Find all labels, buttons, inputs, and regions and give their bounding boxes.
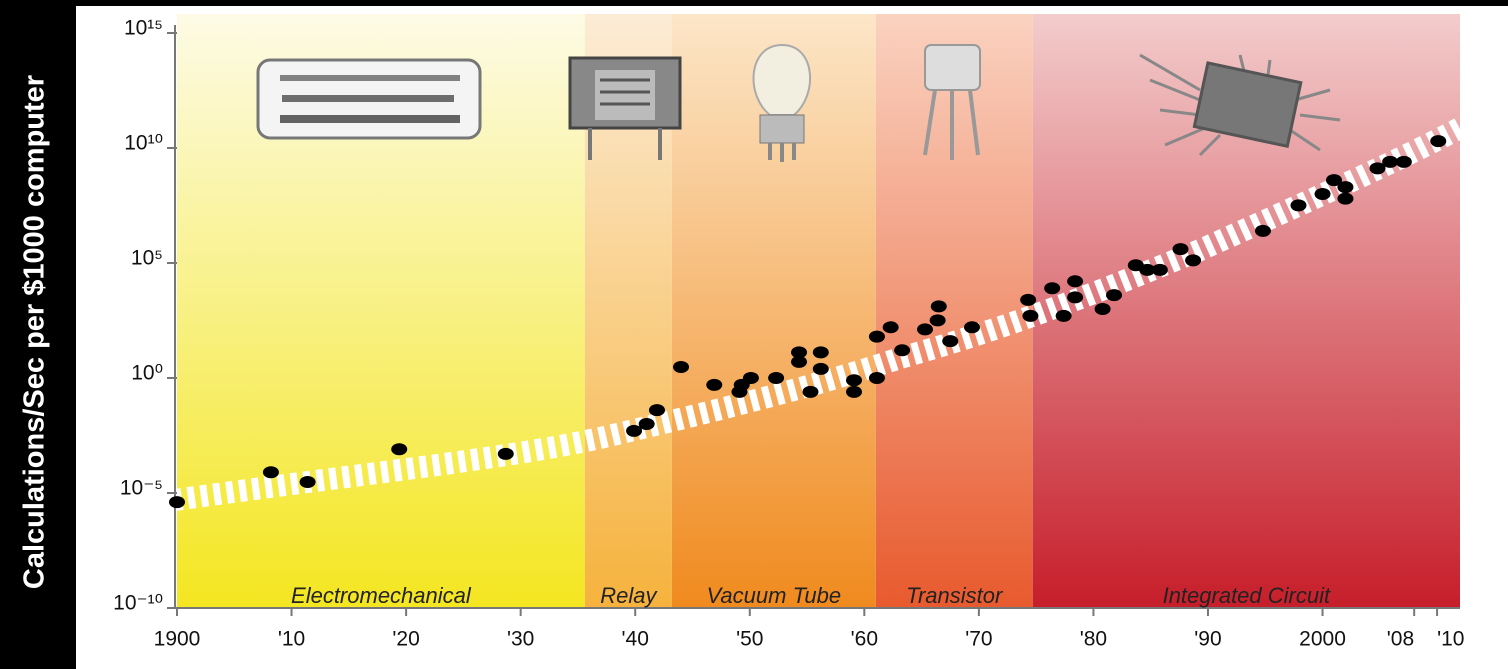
data-point — [391, 443, 407, 455]
data-point — [1382, 156, 1398, 168]
data-point — [768, 372, 784, 384]
data-point — [263, 466, 279, 478]
x-tick-label: '60 — [851, 628, 878, 651]
data-point — [869, 372, 885, 384]
data-point — [1172, 243, 1188, 255]
data-point — [1095, 303, 1111, 315]
y-tick-label: 10¹⁰ — [124, 132, 163, 155]
data-point — [1067, 291, 1083, 303]
y-tick-label: 10⁻¹⁰ — [113, 592, 163, 615]
x-tick-label: '40 — [622, 628, 649, 651]
y-axis-label: Calculations/Sec per $1000 computer — [19, 75, 51, 589]
data-point — [1106, 289, 1122, 301]
data-point — [791, 356, 807, 368]
data-point — [1337, 193, 1353, 205]
x-tick-label: 2000 — [1299, 628, 1346, 651]
data-point — [917, 323, 933, 335]
y-tick-label: 10⁰ — [131, 362, 163, 385]
data-point — [942, 335, 958, 347]
data-point — [1337, 181, 1353, 193]
data-point — [1152, 264, 1168, 276]
x-tick-label: '10 — [1437, 628, 1464, 651]
era-label: Relay — [600, 583, 658, 608]
data-point — [931, 300, 947, 312]
data-point — [743, 372, 759, 384]
data-point — [1056, 310, 1072, 322]
data-point — [1044, 282, 1060, 294]
y-tick-label: 10⁻⁵ — [120, 477, 163, 500]
data-point — [964, 321, 980, 333]
era-labels: Electromechanical Relay Vacuum Tube Transis… — [291, 583, 1331, 608]
era-label: Electromechanical — [291, 583, 472, 608]
x-tick-label: '70 — [965, 628, 992, 651]
x-tick-label: '90 — [1194, 628, 1221, 651]
data-point — [883, 321, 899, 333]
data-point — [1290, 199, 1306, 211]
data-point — [1067, 275, 1083, 287]
data-point — [846, 374, 862, 386]
x-tick-label: '30 — [507, 628, 534, 651]
x-tick-label: '80 — [1080, 628, 1107, 651]
chart: Calculations/Sec per $1000 computer Elec… — [0, 0, 1508, 669]
era-band — [876, 14, 1033, 608]
data-point — [1020, 294, 1036, 306]
data-point — [649, 404, 665, 416]
data-point — [169, 496, 185, 508]
x-tick-label: '10 — [278, 628, 305, 651]
data-point — [1022, 310, 1038, 322]
data-point — [802, 386, 818, 398]
data-point — [300, 476, 316, 488]
era-label: Transistor — [906, 583, 1004, 608]
data-point — [1396, 156, 1412, 168]
data-point — [1430, 135, 1446, 147]
era-label: Integrated Circuit — [1163, 583, 1331, 608]
data-point — [673, 361, 689, 373]
data-point — [1185, 254, 1201, 266]
data-point — [706, 379, 722, 391]
y-tick-label: 10⁵ — [131, 247, 163, 270]
y-tick-label: 10¹⁵ — [124, 17, 163, 40]
data-point — [813, 363, 829, 375]
era-label: Vacuum Tube — [707, 583, 842, 608]
x-tick-label: '50 — [736, 628, 763, 651]
data-point — [1255, 225, 1271, 237]
data-point — [498, 448, 514, 460]
top-strip — [0, 0, 1508, 6]
data-point — [1315, 188, 1331, 200]
data-point — [639, 418, 655, 430]
x-tick-label: '08 — [1387, 628, 1414, 651]
data-point — [869, 331, 885, 343]
data-point — [930, 314, 946, 326]
data-point — [813, 346, 829, 358]
data-point — [846, 386, 862, 398]
x-tick-label: 1900 — [154, 628, 201, 651]
x-tick-label: '20 — [392, 628, 419, 651]
data-point — [894, 344, 910, 356]
